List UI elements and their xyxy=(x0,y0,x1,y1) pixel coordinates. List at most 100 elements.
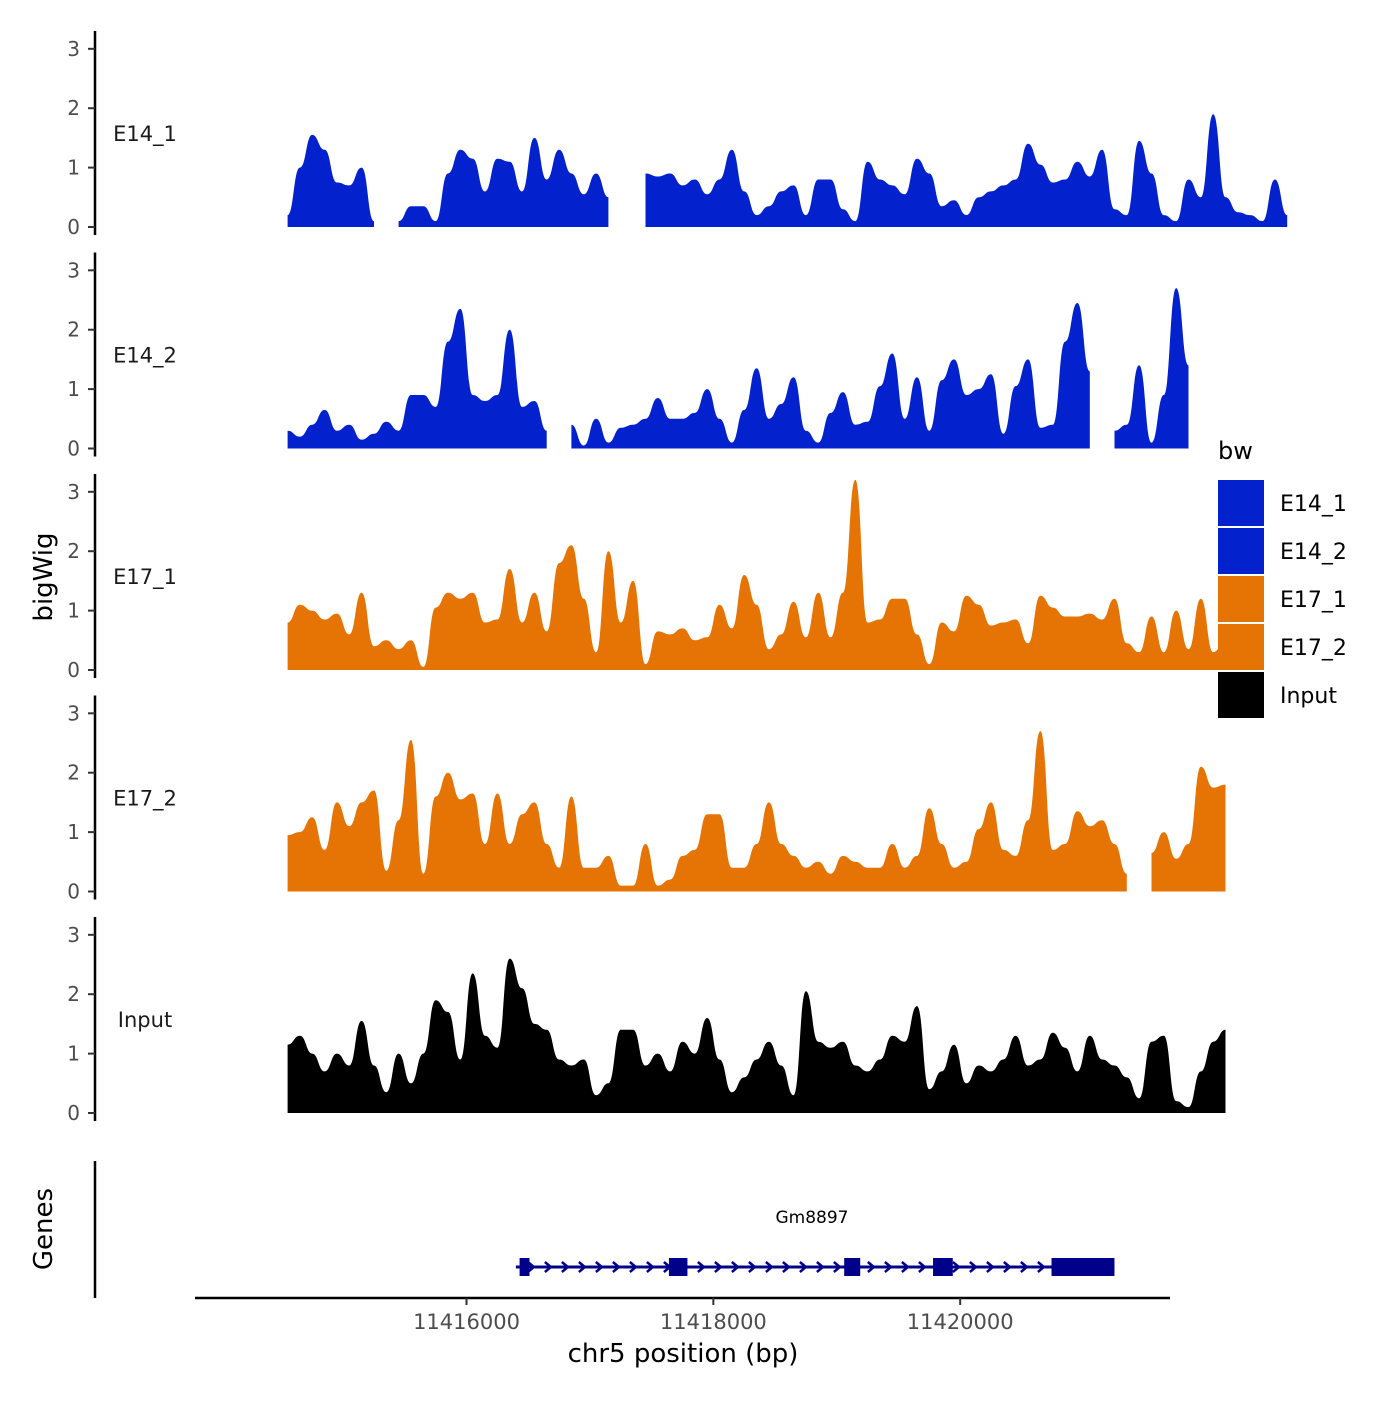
legend-swatch xyxy=(1218,576,1264,622)
y-tick-label: 1 xyxy=(67,377,80,401)
track-E14_2: 0 1 2 3 E14_2 xyxy=(67,252,1189,461)
strand-chevron xyxy=(578,1261,587,1273)
y-tick-label: 0 xyxy=(67,1101,80,1125)
strand-chevron xyxy=(748,1261,757,1273)
legend-label: E17_2 xyxy=(1280,636,1347,661)
track-label: E17_1 xyxy=(113,565,177,590)
y-tick-label: 3 xyxy=(67,258,80,282)
legend-swatch xyxy=(1218,528,1264,574)
strand-chevron xyxy=(697,1261,706,1273)
legend-entry: E17_1 xyxy=(1218,576,1347,622)
y-tick-label: 2 xyxy=(67,96,80,120)
strand-chevron xyxy=(612,1261,621,1273)
strand-chevron xyxy=(918,1261,927,1273)
coverage-area xyxy=(287,308,547,449)
y-tick-label: 1 xyxy=(67,820,80,844)
coverage-area xyxy=(1151,766,1226,892)
coverage-area xyxy=(287,731,1127,892)
legend-label: E14_2 xyxy=(1280,540,1347,565)
strand-chevron xyxy=(629,1261,638,1273)
legend-swatch xyxy=(1218,624,1264,670)
x-tick-label: 11418000 xyxy=(660,1310,767,1334)
legend: bw E14_1 E14_2 E17_1 E17_2 Input xyxy=(1218,437,1347,718)
y-tick-label: 3 xyxy=(67,701,80,725)
strand-chevron xyxy=(1020,1261,1029,1273)
legend-label: Input xyxy=(1280,684,1337,709)
tracks-layer: 0 1 2 3 E14_1 0 1 2 3 E14_2 0 1 2 3 E17_1 0 1 2 3 E17_2 0 1 2 3… xyxy=(67,31,1288,1125)
strand-chevron xyxy=(595,1261,604,1273)
y-tick-label: 3 xyxy=(67,923,80,947)
y-tick-label: 3 xyxy=(67,37,80,61)
track-label: E14_2 xyxy=(113,344,177,369)
track-E17_2: 0 1 2 3 E17_2 xyxy=(67,695,1226,904)
legend-entry: E14_1 xyxy=(1218,480,1347,526)
legend-entry: E17_2 xyxy=(1218,624,1347,670)
strand-chevron xyxy=(782,1261,791,1273)
track-E14_1: 0 1 2 3 E14_1 xyxy=(67,31,1288,239)
strand-chevron xyxy=(952,1261,961,1273)
exon xyxy=(844,1258,861,1276)
y-tick-label: 0 xyxy=(67,880,80,904)
x-axis: 11416000 11418000 11420000 xyxy=(195,1296,1170,1334)
legend-title: bw xyxy=(1218,437,1253,465)
coverage-area xyxy=(287,134,374,227)
legend-label: E17_1 xyxy=(1280,588,1347,613)
track-label: E14_1 xyxy=(113,122,177,147)
y-tick-label: 0 xyxy=(67,658,80,682)
y-tick-label: 2 xyxy=(67,318,80,342)
strand-chevron xyxy=(799,1261,808,1273)
y-tick-label: 2 xyxy=(67,761,80,785)
strand-chevron xyxy=(969,1261,978,1273)
strand-chevron xyxy=(816,1261,825,1273)
legend-swatch xyxy=(1218,672,1264,718)
y-tick-label: 0 xyxy=(67,437,80,461)
genes-panel: Gm8897 xyxy=(93,1161,1115,1298)
strand-chevron xyxy=(986,1261,995,1273)
strand-chevron xyxy=(731,1261,740,1273)
strand-chevron xyxy=(714,1261,723,1273)
strand-chevron xyxy=(1003,1261,1012,1273)
legend-label: E14_1 xyxy=(1280,492,1347,517)
genes-axis-title: Genes xyxy=(29,1188,59,1270)
legend-entry: Input xyxy=(1218,672,1337,718)
x-tick-label: 11416000 xyxy=(413,1310,520,1334)
strand-chevron xyxy=(884,1261,893,1273)
exon xyxy=(668,1258,688,1276)
coverage-area xyxy=(645,114,1288,227)
coverage-area xyxy=(1114,288,1189,449)
strand-chevron xyxy=(646,1261,655,1273)
exon xyxy=(519,1258,530,1276)
coverage-area xyxy=(398,137,609,227)
strand-chevron xyxy=(765,1261,774,1273)
exon xyxy=(933,1258,953,1276)
strand-chevron xyxy=(1037,1261,1046,1273)
strand-chevron xyxy=(867,1261,876,1273)
y-tick-label: 2 xyxy=(67,982,80,1006)
strand-chevron xyxy=(527,1261,536,1273)
track-label: Input xyxy=(118,1008,172,1032)
gene-name: Gm8897 xyxy=(776,1208,849,1228)
y-tick-label: 0 xyxy=(67,215,80,239)
coverage-area xyxy=(287,479,1238,670)
coverage-area xyxy=(571,303,1090,449)
coverage-area xyxy=(287,958,1226,1113)
track-Input: 0 1 2 3 Input xyxy=(67,917,1226,1125)
y-axis-title: bigWig xyxy=(29,532,59,621)
y-tick-label: 1 xyxy=(67,156,80,180)
track-E17_1: 0 1 2 3 E17_1 xyxy=(67,474,1238,682)
strand-chevron xyxy=(901,1261,910,1273)
strand-chevron xyxy=(544,1261,553,1273)
track-label: E17_2 xyxy=(113,787,177,812)
exon xyxy=(1051,1258,1115,1276)
legend-swatch xyxy=(1218,480,1264,526)
strand-chevron xyxy=(561,1261,570,1273)
y-tick-label: 1 xyxy=(67,599,80,623)
y-tick-label: 3 xyxy=(67,480,80,504)
legend-entry: E14_2 xyxy=(1218,528,1347,574)
y-tick-label: 2 xyxy=(67,539,80,563)
x-tick-label: 11420000 xyxy=(907,1310,1014,1334)
strand-chevron xyxy=(833,1261,842,1273)
x-axis-title: chr5 position (bp) xyxy=(568,1339,799,1369)
